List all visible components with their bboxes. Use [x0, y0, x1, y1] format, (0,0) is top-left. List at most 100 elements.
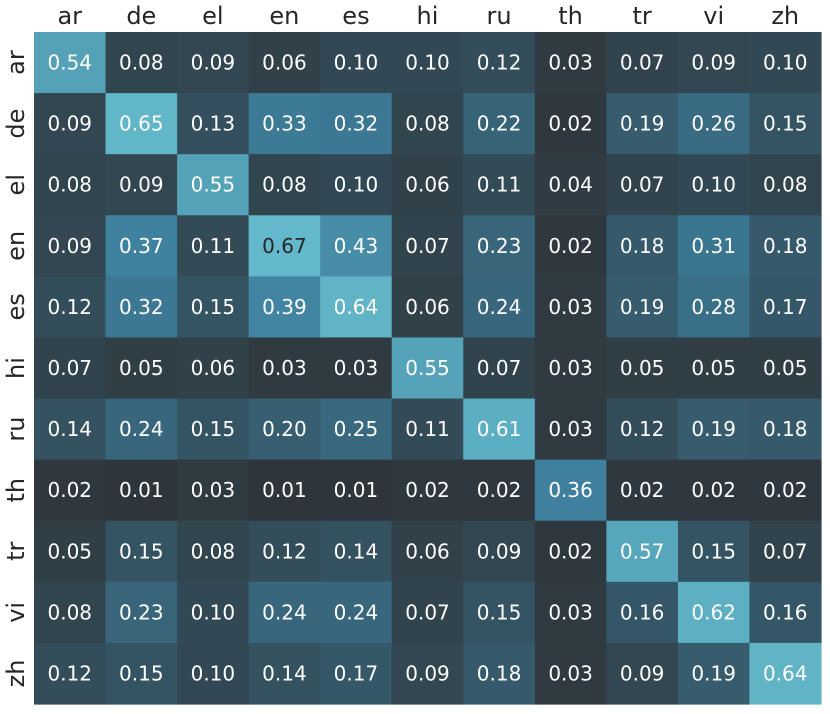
cell-value-label: 0.02 — [691, 478, 736, 502]
heatmap-cell — [105, 398, 178, 461]
heatmap-cell — [606, 642, 679, 705]
cell-value-label: 0.09 — [691, 51, 736, 75]
cell-value-label: 0.67 — [262, 234, 307, 258]
cell-value-label: 0.32 — [119, 295, 164, 319]
heatmap-cell — [606, 459, 679, 522]
cell-value-label: 0.12 — [477, 51, 522, 75]
heatmap-cell — [534, 215, 607, 277]
heatmap-cell — [391, 154, 464, 216]
cell-value-label: 0.19 — [691, 661, 736, 685]
cell-value-label: 0.12 — [262, 539, 307, 563]
cell-value-label: 0.10 — [405, 51, 450, 75]
heatmap-cell — [34, 93, 107, 155]
y-tick-label: en — [2, 231, 30, 261]
heatmap-cell — [105, 276, 178, 339]
cell-value-label: 0.10 — [334, 51, 379, 75]
cell-value-label: 0.24 — [477, 295, 522, 319]
x-tick-label: en — [269, 2, 299, 30]
heatmap-cell — [749, 459, 822, 522]
heatmap-cell — [749, 398, 822, 461]
heatmap-cell — [177, 154, 250, 216]
cell-value-label: 0.54 — [48, 51, 93, 75]
heatmap-cell — [177, 581, 250, 644]
heatmap-cell — [105, 520, 178, 583]
heatmap-cell-labels: 0.54 0.08 0.09 0.06 0.10 0.10 0.12 0.03 0.07 0.09… — [48, 51, 808, 686]
heatmap-cell — [248, 276, 321, 339]
cell-value-label: 0.02 — [477, 478, 522, 502]
cell-value-label: 0.16 — [763, 600, 808, 624]
x-tick-label: ar — [57, 2, 82, 30]
heatmap-cell — [463, 276, 536, 339]
heatmap-cell — [391, 276, 464, 339]
heatmap-cell — [677, 32, 751, 94]
cell-value-label: 0.55 — [191, 173, 236, 197]
heatmap-cell — [320, 276, 393, 339]
cell-value-label: 0.09 — [477, 539, 522, 563]
cell-value-label: 0.10 — [334, 173, 379, 197]
heatmap-cell — [677, 215, 751, 277]
cell-value-label: 0.19 — [691, 417, 736, 441]
heatmap-cell — [391, 337, 464, 400]
heatmap-cell — [105, 93, 178, 155]
cell-value-label: 0.07 — [620, 51, 665, 75]
cell-value-label: 0.07 — [405, 234, 450, 258]
heatmap-cell — [391, 93, 464, 155]
cell-value-label: 0.43 — [334, 234, 379, 258]
cell-value-label: 0.02 — [548, 234, 593, 258]
heatmap-cell — [534, 581, 607, 644]
cell-value-label: 0.15 — [191, 295, 236, 319]
cell-value-label: 0.02 — [620, 478, 665, 502]
cell-value-label: 0.02 — [405, 478, 450, 502]
cell-value-label: 0.07 — [620, 173, 665, 197]
heatmap-cell — [248, 398, 321, 461]
heatmap-cell — [463, 215, 536, 277]
heatmap-cell — [391, 215, 464, 277]
cell-value-label: 0.10 — [191, 600, 236, 624]
heatmap-cell — [749, 93, 822, 155]
heatmap-cell — [105, 459, 178, 522]
heatmap-cell — [320, 581, 393, 644]
heatmap-cell — [105, 215, 178, 277]
cell-value-label: 0.65 — [119, 112, 164, 136]
cell-value-label: 0.64 — [763, 661, 808, 685]
cell-value-label: 0.06 — [405, 173, 450, 197]
cell-value-label: 0.02 — [48, 478, 93, 502]
heatmap-cell — [34, 337, 107, 400]
cell-value-label: 0.18 — [477, 661, 522, 685]
heatmap-cell — [248, 32, 321, 94]
cell-value-label: 0.32 — [334, 112, 379, 136]
x-tick-label: hi — [417, 2, 439, 30]
heatmap-cell — [749, 154, 822, 216]
heatmap-cell — [320, 215, 393, 277]
cell-value-label: 0.14 — [334, 539, 379, 563]
heatmap-cell — [749, 32, 822, 94]
cell-value-label: 0.09 — [405, 661, 450, 685]
heatmap-cell — [105, 581, 178, 644]
cell-value-label: 0.11 — [191, 234, 236, 258]
cell-value-label: 0.08 — [191, 539, 236, 563]
cell-value-label: 0.24 — [334, 600, 379, 624]
cell-value-label: 0.55 — [405, 356, 450, 380]
y-tick-label: vi — [2, 602, 30, 623]
cell-value-label: 0.03 — [334, 356, 379, 380]
heatmap-cell — [34, 276, 107, 339]
cell-value-label: 0.12 — [48, 661, 93, 685]
heatmap-cell — [534, 520, 607, 583]
heatmap-cell — [534, 398, 607, 461]
cell-value-label: 0.02 — [763, 478, 808, 502]
x-tick-label: th — [558, 2, 583, 30]
cell-value-label: 0.64 — [334, 295, 379, 319]
heatmap-cell — [749, 642, 822, 705]
heatmap-cell — [463, 398, 536, 461]
cell-value-label: 0.03 — [548, 661, 593, 685]
heatmap-cell — [177, 642, 250, 705]
cell-value-label: 0.10 — [763, 51, 808, 75]
x-tick-label: ru — [487, 2, 512, 30]
heatmap-cell — [534, 642, 607, 705]
heatmap-cell — [677, 459, 751, 522]
heatmap-cell — [534, 93, 607, 155]
cell-value-label: 0.13 — [191, 112, 236, 136]
heatmap-cell — [177, 337, 250, 400]
heatmap-cell — [606, 93, 679, 155]
heatmap-cell — [463, 642, 536, 705]
